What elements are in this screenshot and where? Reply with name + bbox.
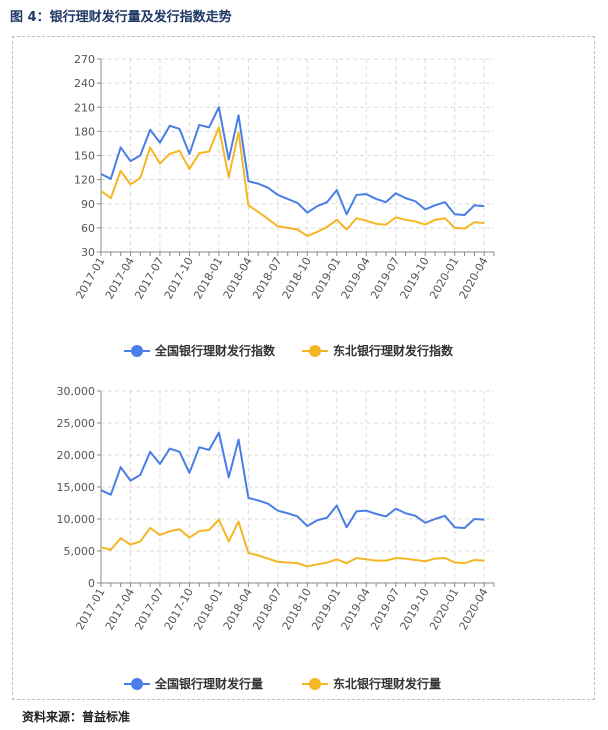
- legend-item[interactable]: 东北银行理财发行量: [302, 676, 441, 691]
- y-tick-label: 90: [81, 198, 95, 211]
- legend: 全国银行理财发行量 东北银行理财发行量: [124, 676, 441, 691]
- y-tick-label: 150: [74, 150, 95, 163]
- y-tick-label: 30,000: [57, 385, 96, 398]
- y-tick-label: 60: [81, 222, 95, 235]
- y-tick-label: 30: [81, 246, 95, 259]
- y-tick-label: 0: [88, 577, 95, 590]
- legend-swatch-marker: [131, 345, 143, 357]
- y-tick-label: 10,000: [57, 513, 96, 526]
- legend-swatch-marker: [309, 345, 321, 357]
- y-tick-label: 5,000: [64, 545, 96, 558]
- chart-issuance-index: 2702402101801501209060302017-012017-0420…: [73, 53, 495, 358]
- y-tick-label: 270: [74, 53, 95, 66]
- y-tick-label: 25,000: [57, 417, 96, 430]
- series-line-northeast: [100, 518, 485, 568]
- x-tick-label: 2020-04: [457, 586, 491, 632]
- legend-swatch-marker: [309, 678, 321, 690]
- y-tick-label: 20,000: [57, 449, 96, 462]
- legend: 全国银行理财发行指数 东北银行理财发行指数: [124, 343, 454, 358]
- y-tick-label: 120: [74, 174, 95, 187]
- legend-label: 全国银行理财发行指数: [154, 343, 276, 358]
- legend-label: 全国银行理财发行量: [154, 676, 263, 691]
- y-tick-label: 180: [74, 125, 95, 138]
- legend-swatch-marker: [131, 678, 143, 690]
- figure-frame: [12, 36, 595, 700]
- legend-item[interactable]: 东北银行理财发行指数: [302, 343, 454, 358]
- figure-title: 图 4：银行理财发行量及发行指数走势: [10, 10, 232, 25]
- grid: [100, 390, 494, 584]
- legend-item[interactable]: 全国银行理财发行指数: [124, 343, 276, 358]
- legend-label: 东北银行理财发行指数: [333, 343, 454, 358]
- y-tick-label: 210: [74, 101, 95, 114]
- source-note: 资料来源：普益标准: [22, 710, 131, 724]
- series-line-national: [100, 106, 485, 217]
- y-tick-label: 240: [74, 77, 95, 90]
- legend-label: 东北银行理财发行量: [333, 676, 441, 691]
- y-tick-label: 15,000: [57, 481, 96, 494]
- series-line-national: [100, 431, 485, 529]
- series-line-northeast: [100, 126, 485, 237]
- legend-item[interactable]: 全国银行理财发行量: [124, 676, 263, 691]
